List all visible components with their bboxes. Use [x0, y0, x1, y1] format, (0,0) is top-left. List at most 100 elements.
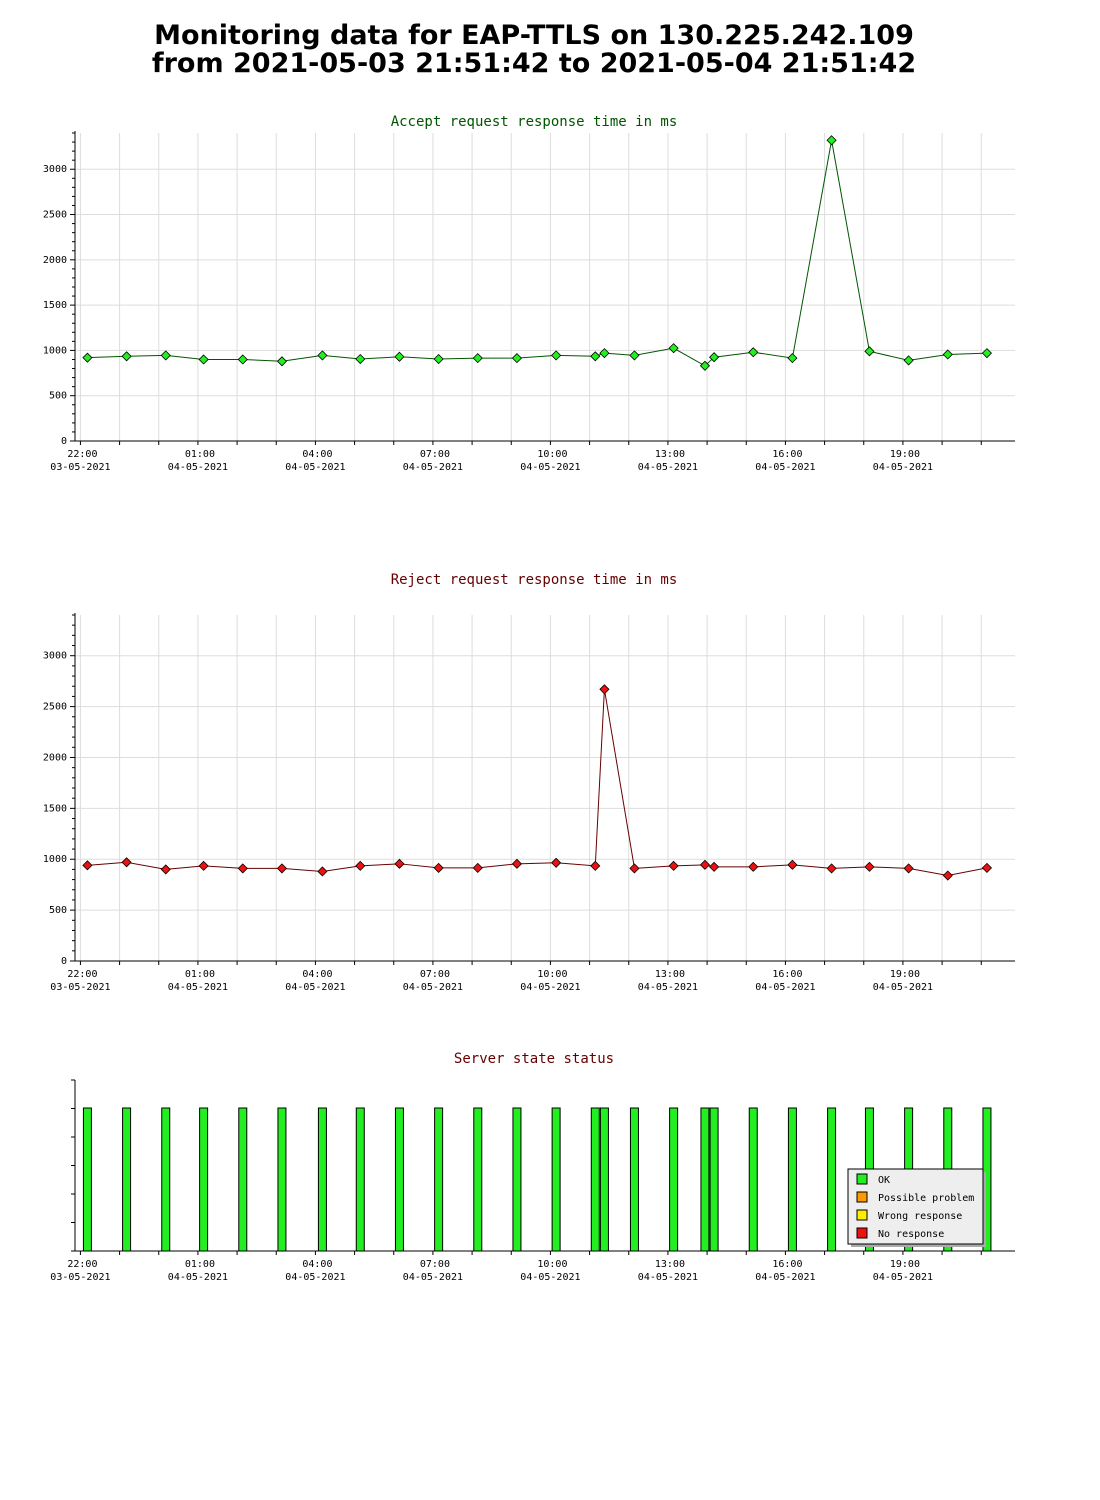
reject-data-point — [276, 863, 288, 874]
status-bar — [827, 1107, 837, 1252]
status-bar — [590, 1107, 600, 1252]
accept-data-point — [981, 348, 993, 359]
accept-data-point — [826, 135, 837, 146]
x-tick-label-date: 04-05-2021 — [285, 982, 345, 993]
reject-data-point — [942, 870, 953, 881]
reject-data-point — [317, 866, 328, 877]
status-chart-title: Server state status — [454, 1051, 614, 1067]
x-tick-label-date: 03-05-2021 — [50, 982, 110, 993]
x-tick-label-date: 04-05-2021 — [638, 1272, 698, 1283]
legend-swatch — [856, 1227, 868, 1239]
status-bar — [709, 1107, 719, 1252]
x-tick-label-time: 01:00 — [185, 449, 215, 460]
accept-series-line — [87, 140, 987, 367]
y-tick-label: 3000 — [43, 164, 67, 175]
status-bar — [748, 1107, 758, 1252]
accept-data-point — [511, 353, 523, 364]
x-tick-label-time: 07:00 — [420, 449, 450, 460]
reject-data-point — [394, 858, 405, 869]
status-bar — [629, 1107, 639, 1252]
page-title-line2: from 2021-05-03 21:51:42 to 2021-05-04 2… — [151, 48, 917, 79]
accept-chart-title: Accept request response time in ms — [391, 114, 678, 130]
x-tick-label-date: 04-05-2021 — [873, 462, 933, 473]
accept-data-point — [472, 353, 483, 364]
x-tick-label-date: 04-05-2021 — [168, 1272, 228, 1283]
reject-chart-title: Reject request response time in ms — [391, 572, 678, 588]
reject-data-point — [668, 860, 679, 871]
x-tick-label-time: 10:00 — [537, 969, 567, 980]
reject-data-point — [709, 861, 720, 872]
x-tick-label-time: 22:00 — [67, 449, 97, 460]
y-tick-label: 1000 — [43, 345, 67, 356]
x-tick-label-time: 22:00 — [67, 969, 97, 980]
reject-data-point — [599, 684, 610, 695]
y-tick-label: 2500 — [43, 210, 67, 221]
reject-data-point — [864, 861, 875, 872]
accept-data-point — [903, 355, 914, 366]
y-tick-label: 1500 — [43, 300, 67, 311]
legend-swatch — [856, 1209, 868, 1221]
x-tick-label-time: 19:00 — [890, 449, 920, 460]
status-bar — [434, 1107, 444, 1252]
legend-box — [847, 1168, 984, 1245]
y-tick-label: 1500 — [43, 803, 67, 814]
x-tick-label-date: 04-05-2021 — [638, 462, 698, 473]
reject-data-point — [121, 857, 132, 868]
status-bar — [122, 1107, 132, 1252]
accept-data-point — [82, 352, 93, 363]
accept-data-point — [709, 352, 720, 363]
reject-data-point — [160, 864, 171, 875]
accept-data-point — [121, 351, 132, 362]
reject-data-point — [699, 859, 711, 870]
x-tick-label-time: 04:00 — [302, 1259, 332, 1270]
x-tick-label-time: 16:00 — [772, 1259, 802, 1270]
reject-data-point — [472, 862, 483, 873]
reject-data-point — [903, 863, 914, 874]
status-bar — [700, 1107, 710, 1252]
reject-data-point — [551, 857, 562, 868]
x-tick-label-time: 13:00 — [655, 1259, 685, 1270]
x-tick-label-date: 04-05-2021 — [520, 1272, 580, 1283]
x-tick-label-date: 04-05-2021 — [285, 1272, 345, 1283]
status-legend: OK Possible problem Wrong response No respo… — [847, 1168, 986, 1247]
x-tick-label-date: 03-05-2021 — [50, 462, 110, 473]
y-tick-label: 0 — [61, 956, 67, 967]
reject-data-point — [981, 862, 993, 873]
x-tick-label-time: 22:00 — [67, 1259, 97, 1270]
accept-data-point — [748, 347, 759, 358]
status-bar — [473, 1107, 483, 1252]
accept-data-point — [276, 356, 288, 367]
reject-data-point — [748, 861, 759, 872]
x-tick-label-time: 10:00 — [537, 449, 567, 460]
page-title-line1: Monitoring data for EAP-TTLS on 130.225.… — [154, 20, 914, 51]
x-tick-label-date: 04-05-2021 — [520, 982, 580, 993]
accept-data-point — [942, 349, 953, 360]
accept-data-point — [699, 360, 711, 371]
reject-data-point — [433, 862, 444, 873]
reject-data-point — [826, 863, 837, 874]
accept-data-point — [787, 353, 798, 364]
legend-swatch — [856, 1173, 868, 1185]
accept-data-point — [599, 348, 610, 359]
reject-data-point — [355, 860, 366, 871]
accept-data-point — [355, 353, 366, 365]
x-tick-label-date: 04-05-2021 — [755, 982, 815, 993]
x-tick-label-time: 16:00 — [772, 449, 802, 460]
accept-response-chart: 22:00 03-05-2021 01:00 04-05-2021 04:00 04-05… — [43, 114, 1015, 473]
y-tick-label: 3000 — [43, 651, 67, 662]
y-tick-label: 2000 — [43, 752, 67, 763]
reject-data-point — [590, 860, 601, 871]
server-status-chart: 22:00 03-05-2021 01:00 04-05-2021 04:00 04-05… — [50, 1051, 1015, 1283]
legend-label: Possible problem — [878, 1193, 974, 1204]
legend-label: OK — [878, 1175, 890, 1186]
y-tick-label: 2500 — [43, 702, 67, 713]
x-tick-label-date: 04-05-2021 — [403, 462, 463, 473]
x-tick-label-date: 04-05-2021 — [403, 982, 463, 993]
x-tick-label-date: 04-05-2021 — [285, 462, 345, 473]
status-bar — [199, 1107, 209, 1252]
status-bar — [277, 1107, 287, 1252]
y-tick-label: 500 — [49, 905, 67, 916]
status-bar — [317, 1107, 327, 1252]
status-bar — [551, 1107, 561, 1252]
x-tick-label-time: 10:00 — [537, 1259, 567, 1270]
